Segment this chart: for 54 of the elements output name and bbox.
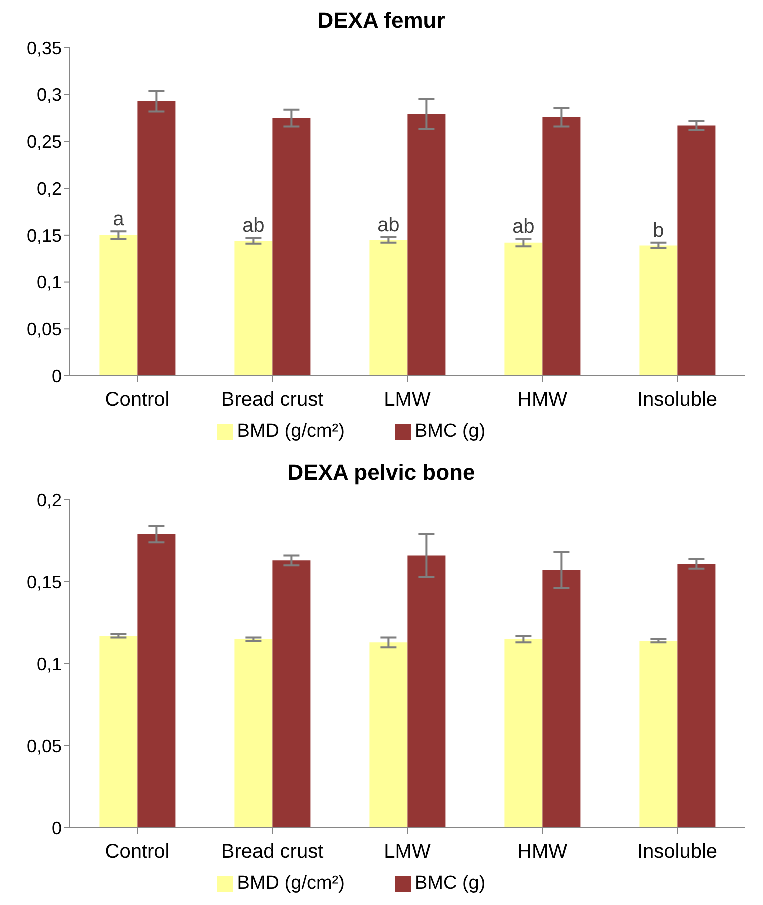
x-tick-label: LMW [384, 841, 431, 864]
bar [542, 570, 581, 828]
x-tick-label: Bread crust [221, 841, 324, 864]
bar [504, 639, 543, 828]
bar [640, 641, 678, 828]
y-tick-label: 0,35 [26, 38, 62, 58]
legend-label: BMD (g/cm²) [237, 873, 345, 894]
bar [408, 556, 446, 828]
y-tick-label: 0,1 [36, 272, 62, 293]
bar [138, 534, 176, 828]
bar [678, 564, 716, 828]
bar [370, 240, 408, 376]
y-tick-label: 0,05 [26, 320, 62, 340]
bar [678, 126, 716, 376]
bar [504, 242, 543, 376]
x-tick-label: Bread crust [221, 389, 324, 412]
annotation: ab [512, 216, 535, 238]
legend-label: BMC (g) [414, 873, 486, 894]
bar [370, 642, 408, 828]
y-tick-label: 0,2 [36, 490, 62, 510]
bar [100, 235, 138, 376]
x-tick-label: Insoluble [637, 841, 718, 864]
chart-title: DEXA pelvic bone [286, 460, 476, 487]
legend-label: BMC (g) [414, 421, 486, 442]
bar [138, 101, 176, 376]
x-tick-label: LMW [384, 389, 431, 412]
x-tick-label: HMW [518, 841, 568, 864]
x-tick-label: Control [105, 389, 170, 412]
x-tick-label: Insoluble [637, 389, 718, 412]
annotation: b [653, 220, 664, 242]
y-tick-label: 0,3 [36, 85, 62, 106]
bar [272, 118, 311, 376]
bar [408, 114, 446, 376]
chart-title: DEXA femur [316, 8, 446, 35]
y-tick-label: 0 [52, 818, 62, 838]
y-tick-label: 0,15 [26, 226, 62, 246]
annotation: a [113, 208, 126, 231]
bar [272, 560, 311, 828]
bar [234, 241, 273, 376]
bar [234, 639, 273, 828]
y-tick-label: 0,1 [36, 654, 62, 674]
bar [100, 636, 138, 828]
x-tick-label: Control [105, 841, 170, 864]
y-tick-label: 0,15 [26, 572, 62, 592]
x-tick-label: HMW [518, 389, 568, 412]
bar [640, 246, 678, 376]
annotation: ab [378, 214, 400, 236]
y-tick-label: 0,2 [36, 178, 62, 199]
legend-label: BMD (g/cm²) [237, 421, 345, 442]
y-tick-label: 0,05 [26, 736, 62, 756]
annotation: ab [242, 215, 265, 238]
y-tick-label: 0 [52, 366, 62, 386]
y-tick-label: 0,25 [26, 132, 62, 152]
bar [542, 117, 581, 376]
